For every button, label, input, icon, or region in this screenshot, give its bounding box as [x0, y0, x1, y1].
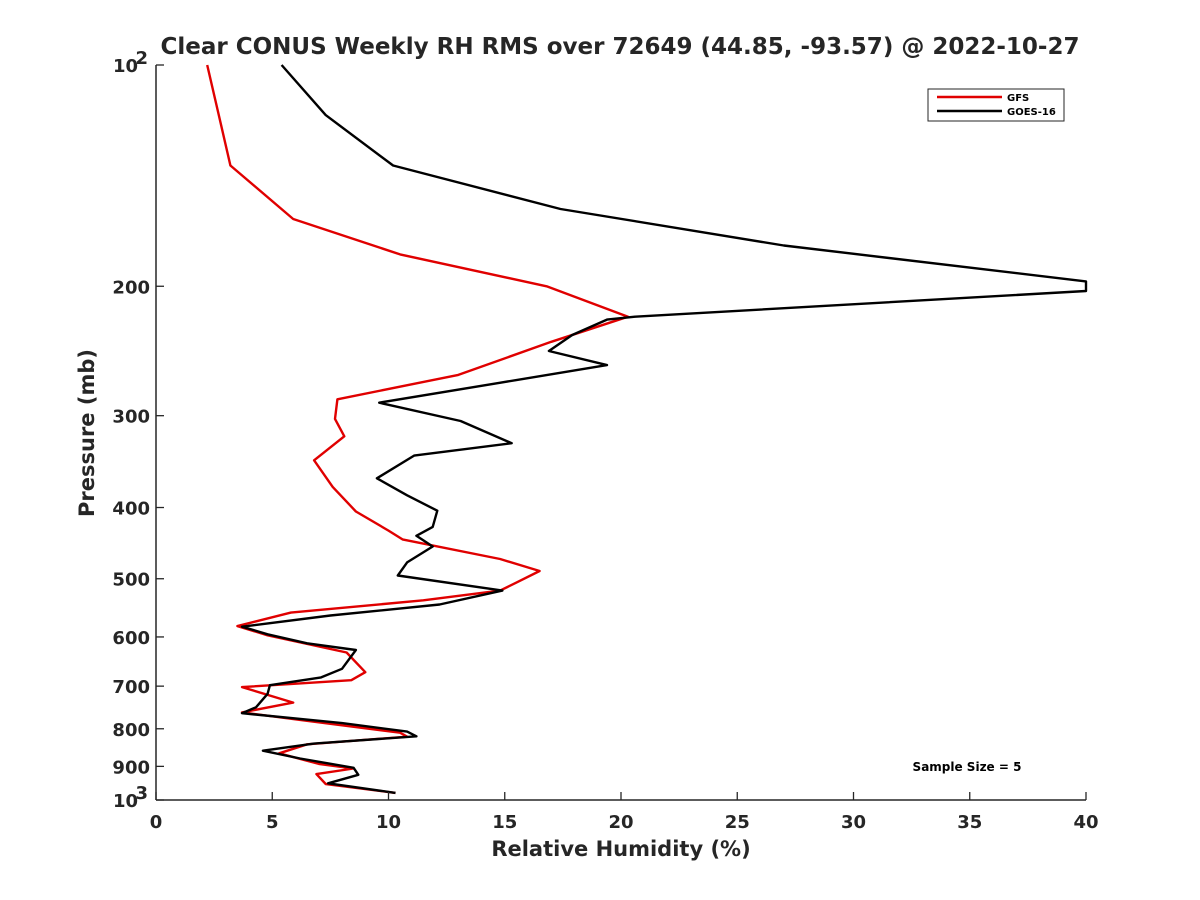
- legend: GFS GOES-16: [927, 88, 1065, 122]
- x-axis-label: Relative Humidity (%): [491, 837, 750, 861]
- legend-label-goes-16: GOES-16: [1007, 107, 1056, 118]
- series-layer: [206, 64, 1088, 795]
- x-tick-label: 10: [376, 812, 401, 833]
- x-tick-label: 5: [266, 812, 279, 833]
- x-tick-label: 30: [841, 812, 866, 833]
- sample-size-annotation: Sample Size = 5: [913, 760, 1022, 774]
- y-tick-label: 300: [112, 407, 150, 428]
- chart-title: Clear CONUS Weekly RH RMS over 72649 (44…: [161, 34, 1080, 60]
- y-tick-label: 10: [113, 791, 138, 812]
- y-tick-label: 600: [112, 628, 150, 649]
- y-tick-exponent: 2: [135, 48, 148, 69]
- series-line-goes-16: [240, 64, 1088, 795]
- y-tick-label: 900: [112, 757, 150, 778]
- x-tick-label: 15: [492, 812, 517, 833]
- x-tick-label: 0: [150, 812, 163, 833]
- y-tick-label: 400: [112, 499, 150, 520]
- x-ticks: 0 5 10 15 20 25 30 35 40: [150, 792, 1099, 833]
- y-tick-label: 10: [113, 56, 138, 77]
- legend-label-gfs: GFS: [1007, 93, 1029, 104]
- x-tick-label: 25: [725, 812, 750, 833]
- x-tick-label: 20: [608, 812, 633, 833]
- legend-box: [927, 88, 1065, 122]
- y-tick-label: 500: [112, 570, 150, 591]
- x-tick-label: 35: [957, 812, 982, 833]
- y-axis-label: Pressure (mb): [75, 349, 99, 517]
- y-tick-label: 200: [112, 277, 150, 298]
- y-tick-label: 800: [112, 720, 150, 741]
- y-tick-label: 700: [112, 677, 150, 698]
- y-tick-exponent: 3: [135, 783, 148, 804]
- x-tick-label: 40: [1073, 812, 1098, 833]
